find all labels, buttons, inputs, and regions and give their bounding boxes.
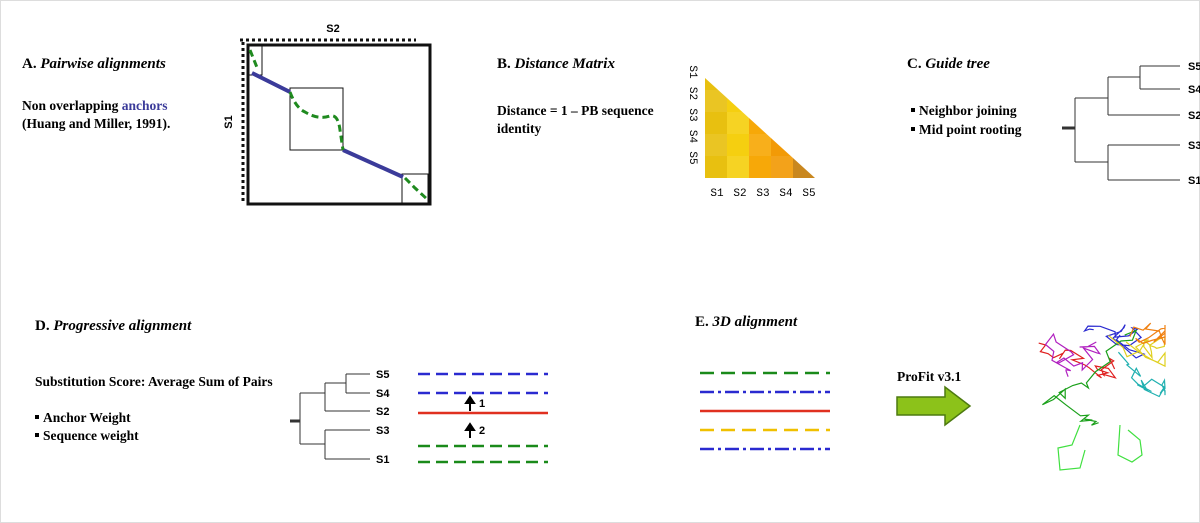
bullet: [911, 108, 915, 112]
panel-name: Pairwise alignments: [40, 56, 166, 72]
frame: [1, 1, 1200, 523]
panel-label: C.: [907, 56, 922, 72]
page: A. Pairwise alignments Non overlapping a…: [0, 0, 1200, 523]
bullet-text: Mid point rooting: [919, 122, 1022, 137]
citation: (Huang and Miller, 1991).: [22, 116, 170, 131]
panel-label: E.: [695, 314, 709, 330]
leaf-label: S2: [376, 406, 389, 418]
col-label: S1: [710, 188, 724, 200]
formula: identity: [497, 121, 542, 136]
step-label: 1: [479, 398, 485, 410]
tool-name: ProFit v3.1: [897, 369, 961, 384]
description: Non overlapping anchors: [22, 98, 168, 113]
panel-title: D. Progressive alignment: [35, 318, 192, 334]
panel-title: C. Guide tree: [907, 56, 990, 72]
bullet-text: Neighbor joining: [919, 103, 1017, 118]
matrix-cell: [771, 156, 793, 178]
bullet: [35, 415, 39, 419]
matrix-cell: [749, 134, 771, 156]
leaf-label: S1: [376, 454, 389, 466]
axis-label: S2: [326, 23, 339, 35]
figure: A. Pairwise alignments Non overlapping a…: [0, 0, 1200, 523]
bullet-text: Sequence weight: [43, 428, 139, 443]
leaf-label: S3: [376, 425, 389, 437]
leaf-label: S5: [376, 369, 389, 381]
score-text: Substitution Score: Average Sum of Pairs: [35, 374, 273, 389]
leaf-label: S1: [1188, 175, 1200, 187]
panel-label: A.: [22, 56, 37, 72]
highlight: anchors: [122, 98, 168, 113]
leaf-label: S5: [1188, 61, 1200, 73]
panel-label: B.: [497, 56, 511, 72]
matrix-cell: [749, 156, 771, 178]
row-label: S1: [686, 65, 698, 79]
formula: Distance = 1 – PB sequence: [497, 103, 654, 118]
panel-label: D.: [35, 318, 50, 334]
bullet-text: Anchor Weight: [43, 410, 131, 425]
row-label: S2: [686, 87, 698, 100]
matrix-cell: [727, 112, 749, 134]
row-label: S5: [686, 151, 698, 164]
col-label: S2: [733, 188, 746, 200]
col-label: S3: [756, 188, 769, 200]
col-label: S5: [802, 188, 815, 200]
matrix-cell: [705, 134, 727, 156]
leaf-label: S3: [1188, 140, 1200, 152]
panel-name: Distance Matrix: [514, 56, 616, 72]
bullet: [35, 433, 39, 437]
matrix-cell: [727, 134, 749, 156]
panel-title: A. Pairwise alignments: [22, 56, 166, 72]
panel-name: 3D alignment: [712, 314, 798, 330]
matrix-cell: [727, 156, 749, 178]
col-label: S4: [779, 188, 793, 200]
panel-title: E. 3D alignment: [695, 314, 798, 330]
leaf-label: S2: [1188, 110, 1200, 122]
row-label: S3: [686, 108, 698, 121]
step-label: 2: [479, 425, 485, 437]
panel-name: Guide tree: [925, 56, 990, 72]
row-label: S4: [686, 130, 698, 144]
matrix-cell: [705, 156, 727, 178]
text: Non overlapping: [22, 98, 119, 113]
axis-label: S1: [223, 115, 235, 128]
matrix-cell: [705, 112, 727, 134]
panel-name: Progressive alignment: [53, 318, 192, 334]
panel-title: B. Distance Matrix: [497, 56, 615, 72]
leaf-label: S4: [376, 388, 390, 400]
bullet: [911, 127, 915, 131]
leaf-label: S4: [1188, 84, 1200, 96]
